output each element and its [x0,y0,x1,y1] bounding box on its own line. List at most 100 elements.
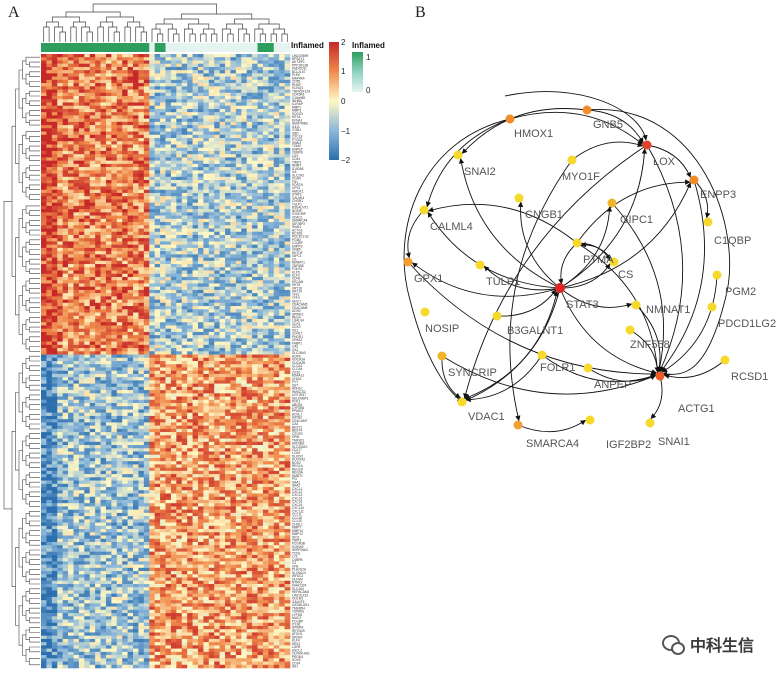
heatmap-cell [111,299,118,304]
heatmap-cell [78,367,85,371]
heatmap-cell [187,138,193,142]
heatmap-cell [51,215,58,220]
heatmap-cell [73,273,80,278]
heatmap-cell [105,367,112,371]
heatmap-cell [143,154,150,158]
heatmap-cell [187,154,193,158]
heatmap-cell [73,96,80,100]
heatmap-cell [149,112,155,116]
heatmap-cell [160,377,166,381]
dendrogram-branch [29,491,40,497]
heatmap-cell [127,299,134,304]
heatmap-cell [78,138,85,142]
heatmap-cell [41,367,47,371]
heatmap-cell [170,267,177,271]
heatmap-cell [122,163,128,168]
heatmap-cell [138,131,145,136]
heatmap-cell [197,247,204,252]
heatmap-cell [78,131,85,136]
heatmap-cell [149,341,155,346]
heatmap-cell [89,89,96,94]
heatmap-cell [89,141,96,145]
heatmap-cell [100,225,107,229]
heatmap-cell [149,209,155,213]
heatmap-cell [208,131,215,136]
heatmap-cell [133,176,139,181]
heatmap-cell [57,322,63,326]
heatmap-cell [262,60,269,64]
heatmap-cell [192,183,199,187]
heatmap-cell [133,79,139,84]
heatmap-cell [187,60,193,64]
heatmap-cell [73,60,80,64]
heatmap-cell [127,370,134,375]
heatmap-cell [138,138,145,142]
heatmap-cell [284,209,291,213]
heatmap-cell [89,63,96,68]
heatmap-cell [181,108,188,113]
heatmap-cell [214,367,220,371]
heatmap-cell [284,338,291,342]
heatmap-cell [160,367,166,371]
heatmap-cell [46,296,53,300]
heatmap-cell [192,386,199,391]
heatmap-cell [284,280,291,284]
heatmap-cell [149,108,155,113]
heatmap-cell [246,373,253,378]
heatmap-cell [273,144,280,149]
heatmap-cell [100,150,107,155]
heatmap-cell [246,157,253,161]
heatmap-cell [279,264,285,268]
heatmap-cell [62,283,69,287]
heatmap-cell [89,370,96,375]
heatmap-cell [111,273,118,278]
heatmap-cell [279,96,285,100]
heatmap-cell [197,218,204,223]
heatmap-cell [246,299,253,304]
heatmap-cell [57,380,63,384]
heatmap-cell [230,299,237,304]
heatmap-cell [78,293,85,297]
heatmap-cell [230,60,237,64]
heatmap-cell [149,283,155,287]
heatmap-cell [41,357,47,362]
heatmap-cell [252,121,258,126]
heatmap-cell [116,322,123,326]
heatmap-cell [127,338,134,342]
heatmap-cell [111,154,118,158]
heatmap-cell [257,160,264,165]
heatmap-cell [214,92,220,97]
heatmap-cell [225,112,231,116]
heatmap-cell [214,276,220,281]
heatmap-cell [262,351,269,355]
heatmap-cell [51,176,58,181]
heatmap-cell [133,348,139,352]
heatmap-cell [41,322,47,326]
heatmap-cell [203,189,210,194]
heatmap-cell [127,309,134,313]
heatmap-cell [268,105,275,110]
heatmap-cell [273,163,280,168]
heatmap-cell [95,128,101,132]
heatmap-cell [165,222,172,226]
heatmap-cell [127,364,134,368]
heatmap-cell [46,57,53,61]
heatmap-cell [279,367,285,371]
heatmap-cell [138,312,145,317]
heatmap-cell [268,354,275,359]
heatmap-cell [127,254,134,258]
heatmap-cell [197,264,204,268]
heatmap-cell [219,96,226,100]
heatmap-cell [78,344,85,349]
heatmap-cell [187,341,193,346]
heatmap-cell [111,344,118,349]
heatmap-cell [246,83,253,87]
heatmap-cell [187,286,193,291]
heatmap-cell [57,296,63,300]
heatmap-cell [262,202,269,207]
heatmap-cell [57,331,63,336]
heatmap-cell [165,299,172,304]
heatmap-cell [68,112,74,116]
heatmap-cell [111,147,118,152]
heatmap-cell [241,222,247,226]
